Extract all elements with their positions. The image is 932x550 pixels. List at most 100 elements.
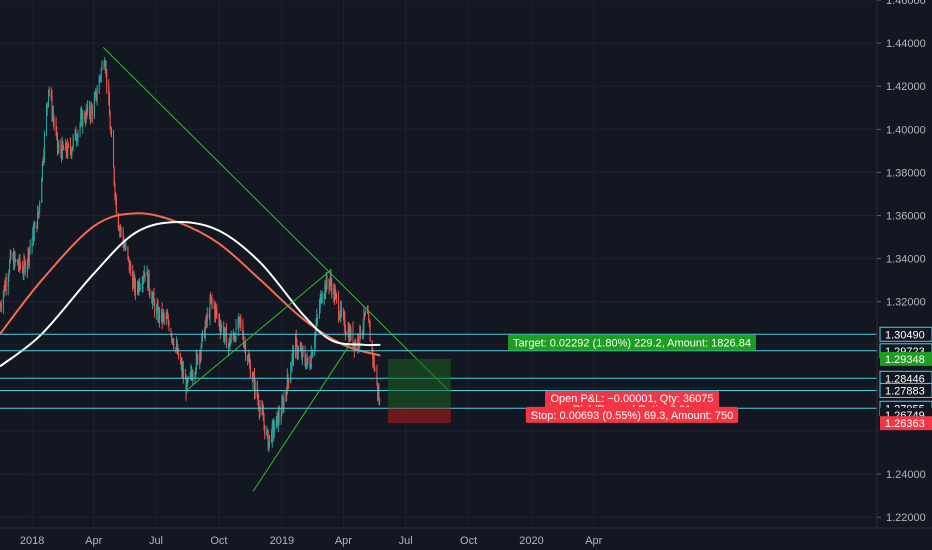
position-tool[interactable]: Target: 0.02292 (1.80%) 229.2, Amount: 1… bbox=[387, 334, 756, 424]
candle-body bbox=[242, 323, 244, 339]
target-zone[interactable] bbox=[387, 358, 451, 409]
price-tag-box bbox=[879, 326, 932, 342]
candle-body bbox=[158, 309, 160, 320]
candle-body bbox=[170, 329, 172, 336]
candle-body bbox=[156, 305, 158, 309]
trend-line[interactable] bbox=[252, 344, 350, 492]
candle-body bbox=[29, 247, 31, 250]
price-tick-label: 1.42000 bbox=[886, 81, 926, 93]
candle-body bbox=[175, 344, 177, 348]
candle-body bbox=[31, 239, 33, 248]
candle-body bbox=[67, 143, 69, 156]
candle-body bbox=[67, 143, 69, 146]
candle-body bbox=[103, 64, 105, 66]
candle-body bbox=[80, 112, 82, 116]
candle-body bbox=[329, 277, 331, 281]
candle-body bbox=[348, 329, 350, 341]
candle-body bbox=[230, 335, 232, 342]
candle-body bbox=[239, 317, 241, 321]
candle-body bbox=[46, 105, 48, 109]
price-tag-label: 1.27883 bbox=[885, 385, 925, 397]
candle-body bbox=[191, 370, 193, 376]
price-tag-box bbox=[880, 416, 932, 431]
candle-body bbox=[100, 77, 102, 79]
price-tick-label: 1.24000 bbox=[886, 469, 926, 481]
candle-body bbox=[113, 167, 115, 184]
candle-body bbox=[43, 133, 45, 156]
candle-body bbox=[350, 328, 352, 339]
candle-body bbox=[52, 113, 54, 120]
candle-body bbox=[104, 62, 106, 70]
candle-body bbox=[156, 308, 158, 314]
moving-average-line bbox=[0, 212, 381, 357]
candle-body bbox=[273, 423, 275, 434]
candle-body bbox=[201, 334, 203, 347]
candle-body bbox=[292, 349, 294, 359]
price-axis[interactable] bbox=[0, 0, 932, 529]
target-label: Target: 0.02292 (1.80%) 229.2, Amount: 1… bbox=[513, 338, 751, 350]
candle-body bbox=[133, 277, 135, 280]
candle-body bbox=[34, 222, 36, 229]
candle-body bbox=[310, 354, 312, 367]
candle-body bbox=[342, 312, 344, 316]
price-tags: 1.304901.297231.293481.284461.278831.270… bbox=[879, 326, 932, 431]
candle-body bbox=[325, 284, 327, 293]
candle-body bbox=[24, 262, 26, 273]
candle-body bbox=[61, 142, 63, 159]
candle-body bbox=[208, 314, 210, 318]
candle-body bbox=[175, 347, 177, 349]
candle-body bbox=[347, 329, 349, 335]
candle-body bbox=[262, 412, 264, 422]
trend-line[interactable] bbox=[186, 269, 333, 391]
candle-body bbox=[127, 246, 129, 257]
candle-body bbox=[85, 119, 87, 122]
candle-body bbox=[176, 344, 178, 354]
candle-body bbox=[253, 375, 255, 393]
candle-body bbox=[305, 362, 307, 368]
price-axis-ticks: 1.46000 1.44000 1.42000 1.40000 1.38000 1.360… bbox=[877, 0, 926, 524]
candle-body bbox=[110, 128, 112, 133]
candle-body bbox=[228, 339, 230, 346]
candle-body bbox=[267, 430, 269, 450]
candle-body bbox=[26, 261, 28, 273]
candle-body bbox=[249, 360, 251, 365]
candle-body bbox=[247, 357, 249, 362]
candle-body bbox=[216, 310, 218, 316]
candle-body bbox=[181, 363, 183, 374]
candle-body bbox=[162, 313, 164, 316]
candle-body bbox=[280, 415, 282, 419]
candle-body bbox=[15, 259, 17, 261]
candle-body bbox=[296, 340, 298, 355]
candle-body bbox=[100, 69, 102, 78]
price-tick-label: 1.32000 bbox=[886, 297, 926, 309]
candle-body bbox=[33, 229, 35, 240]
candle-body bbox=[366, 311, 368, 313]
candle-body bbox=[119, 228, 121, 231]
candle-body bbox=[120, 229, 122, 231]
trend-lines[interactable] bbox=[102, 47, 449, 492]
price-tick-label: 1.38000 bbox=[886, 167, 926, 179]
candle-body bbox=[275, 416, 277, 429]
candle-body bbox=[138, 281, 140, 291]
candle-body bbox=[24, 261, 26, 263]
candle-body bbox=[199, 351, 201, 364]
candle-body bbox=[76, 139, 78, 141]
candle-body bbox=[106, 68, 108, 87]
candle-body bbox=[325, 277, 327, 293]
candle-body bbox=[190, 370, 192, 374]
candle-body bbox=[7, 277, 9, 288]
trend-line[interactable] bbox=[102, 47, 449, 391]
candle-body bbox=[301, 349, 303, 358]
candle-body bbox=[101, 64, 103, 70]
price-tag-label: 1.28446 bbox=[885, 373, 925, 385]
candle-body bbox=[352, 328, 354, 346]
candle-body bbox=[70, 150, 72, 155]
candle-body bbox=[79, 124, 81, 132]
candle-body bbox=[87, 105, 89, 113]
stop-zone[interactable] bbox=[387, 408, 451, 424]
candle-body bbox=[206, 317, 208, 322]
candle-body bbox=[41, 178, 43, 203]
candle-body bbox=[147, 274, 149, 289]
